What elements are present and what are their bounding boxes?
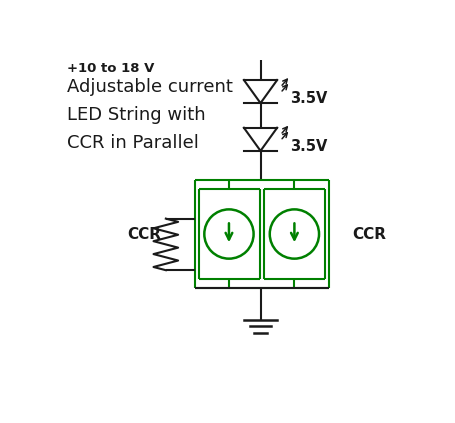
- Text: Adjustable current: Adjustable current: [67, 78, 233, 96]
- Text: LED String with: LED String with: [67, 106, 206, 124]
- Text: CCR: CCR: [352, 227, 386, 242]
- Text: CCR: CCR: [127, 227, 161, 242]
- Text: CCR in Parallel: CCR in Parallel: [67, 134, 199, 152]
- Text: +10 to 18 V: +10 to 18 V: [67, 61, 155, 74]
- Text: 3.5V: 3.5V: [290, 91, 327, 106]
- Text: 3.5V: 3.5V: [290, 139, 327, 154]
